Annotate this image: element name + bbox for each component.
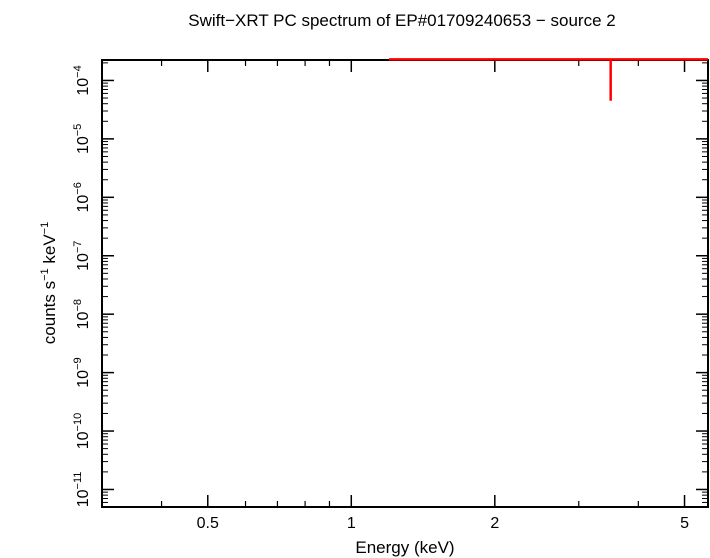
- y-tick-label-exponent: −11: [72, 472, 84, 490]
- data-series: [389, 58, 708, 101]
- y-tick-label-base: 10: [75, 311, 92, 329]
- y-tick-label-base: 10: [75, 489, 92, 507]
- y-axis-label-unit-kev: keV: [40, 234, 59, 269]
- y-tick-label-base: 10: [75, 78, 92, 96]
- x-tick-label: 0.5: [197, 515, 219, 532]
- y-tick-label: 10−6: [72, 182, 92, 212]
- y-tick-label-exponent: −7: [72, 241, 84, 254]
- y-tick-label: 10−10: [72, 413, 92, 449]
- y-tick-label: 10−8: [72, 299, 92, 329]
- y-tick-label-exponent: −4: [72, 65, 84, 78]
- y-tick-label-exponent: −6: [72, 182, 84, 195]
- y-tick-label: 10−9: [72, 357, 92, 387]
- y-axis-label-exp-2: −1: [39, 222, 51, 235]
- y-tick-label-base: 10: [75, 253, 92, 271]
- y-tick-label-base: 10: [75, 431, 92, 449]
- plot-frame: [101, 59, 709, 508]
- x-tick-label: 1: [347, 515, 356, 532]
- y-tick-label-exponent: −8: [72, 299, 84, 312]
- y-axis-label-unit-counts: counts s: [40, 281, 59, 344]
- x-tick-label: 2: [490, 515, 499, 532]
- y-tick-label: 10−11: [72, 472, 92, 508]
- y-tick-label: 10−5: [72, 124, 92, 154]
- y-axis-label: counts s−1 keV−1: [39, 222, 59, 344]
- chart-title: Swift−XRT PC spectrum of EP#01709240653 …: [188, 11, 615, 30]
- y-tick-label-exponent: −10: [72, 413, 84, 432]
- y-tick-label: 10−7: [72, 241, 92, 271]
- y-tick-label: 10−4: [72, 65, 92, 95]
- y-tick-label-base: 10: [75, 136, 92, 154]
- y-axis-label-exp-1: −1: [39, 268, 51, 281]
- y-tick-label-base: 10: [75, 370, 92, 388]
- x-axis-label: Energy (keV): [355, 538, 454, 557]
- y-tick-label-base: 10: [75, 195, 92, 213]
- x-tick-label: 5: [680, 515, 689, 532]
- x-axis: 0.5 1 2 5: [101, 60, 689, 532]
- y-tick-label-exponent: −9: [72, 357, 84, 370]
- y-tick-label-exponent: −5: [72, 124, 84, 137]
